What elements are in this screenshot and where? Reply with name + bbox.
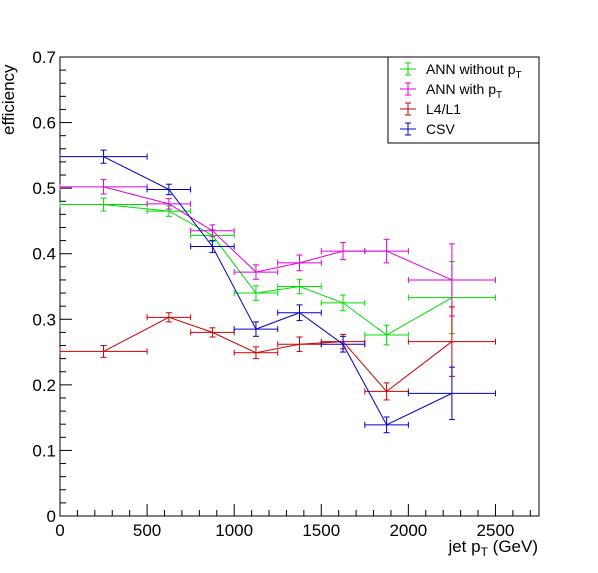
y-tick-label: 0.4	[32, 245, 56, 264]
series-group	[59, 179, 496, 317]
legend-label-main: CSV	[426, 121, 455, 137]
data-point	[407, 243, 496, 317]
legend-label: ANN with pT	[426, 81, 502, 101]
data-point	[364, 416, 409, 434]
x-tick-label: 1500	[302, 521, 340, 540]
data-point	[277, 278, 322, 295]
plot-frame	[59, 56, 540, 517]
x-tick-label: 2500	[477, 521, 515, 540]
legend-label-sub: T	[496, 90, 502, 101]
x-tick-label: 0	[55, 521, 64, 540]
x-tick-label: 1000	[215, 521, 253, 540]
data-point	[233, 264, 279, 280]
series-group	[59, 149, 496, 434]
data-point	[146, 312, 192, 323]
legend-label-main: ANN without p	[426, 61, 516, 77]
x-tick-label: 500	[133, 521, 161, 540]
data-point	[407, 366, 496, 421]
x-axis-title: jet pT (GeV)	[447, 537, 538, 559]
series-line	[103, 186, 453, 281]
data-point	[190, 240, 235, 253]
x-tick-label: 2000	[389, 521, 427, 540]
data-point	[146, 205, 192, 217]
y-tick-label: 0.7	[32, 48, 56, 67]
y-tick-label: 0.1	[32, 441, 56, 460]
data-point	[233, 285, 279, 301]
data-point	[277, 304, 322, 322]
data-point	[364, 324, 409, 346]
legend-label-main: ANN with p	[426, 81, 496, 97]
legend-entry: ANN without pT	[400, 61, 522, 81]
data-point	[364, 238, 409, 264]
legend-label: ANN without pT	[426, 61, 522, 81]
data-point	[190, 327, 235, 338]
legend-label-sub: T	[515, 70, 521, 81]
data-point	[59, 197, 148, 212]
data-point	[146, 198, 192, 210]
data-point	[59, 345, 148, 358]
y-tick-label: 0.2	[32, 376, 56, 395]
axis-ticks	[59, 56, 531, 517]
series-group	[59, 306, 496, 401]
legend-label-main: L4/L1	[426, 101, 461, 117]
series-line	[103, 204, 453, 336]
data-point	[277, 254, 322, 272]
y-tick-label: 0	[47, 507, 56, 526]
data-point	[59, 179, 148, 195]
data-point	[233, 321, 279, 337]
series-line	[103, 156, 453, 426]
data-point	[190, 224, 235, 238]
legend-entry: L4/L1	[400, 101, 461, 117]
series-layer	[59, 149, 496, 434]
y-tick-label: 0.3	[32, 310, 56, 329]
x-axis-title-suffix: (GeV)	[488, 537, 538, 556]
series-line	[103, 316, 453, 393]
legend-label: L4/L1	[426, 101, 461, 117]
x-axis-title-sub: T	[481, 545, 489, 559]
legend-entry: ANN with pT	[400, 81, 502, 101]
y-tick-label: 0.6	[32, 114, 56, 133]
data-point	[320, 294, 366, 312]
y-axis-title: efficiency	[0, 64, 18, 135]
legend-entry: CSV	[400, 121, 455, 137]
data-point	[277, 336, 322, 352]
data-point	[320, 335, 366, 353]
y-tick-label: 0.5	[32, 179, 56, 198]
legend-label: CSV	[426, 121, 455, 137]
x-axis-title-main: jet p	[447, 537, 480, 556]
data-point	[59, 149, 148, 164]
tick-labels: 0 500 1000 1500 2000 2500 0 0.1 0.2 0.3 0.4 0.5 0.6 0…	[32, 48, 514, 540]
data-point	[233, 346, 279, 360]
data-point	[407, 306, 496, 377]
data-point	[320, 242, 366, 261]
data-point	[146, 183, 192, 196]
